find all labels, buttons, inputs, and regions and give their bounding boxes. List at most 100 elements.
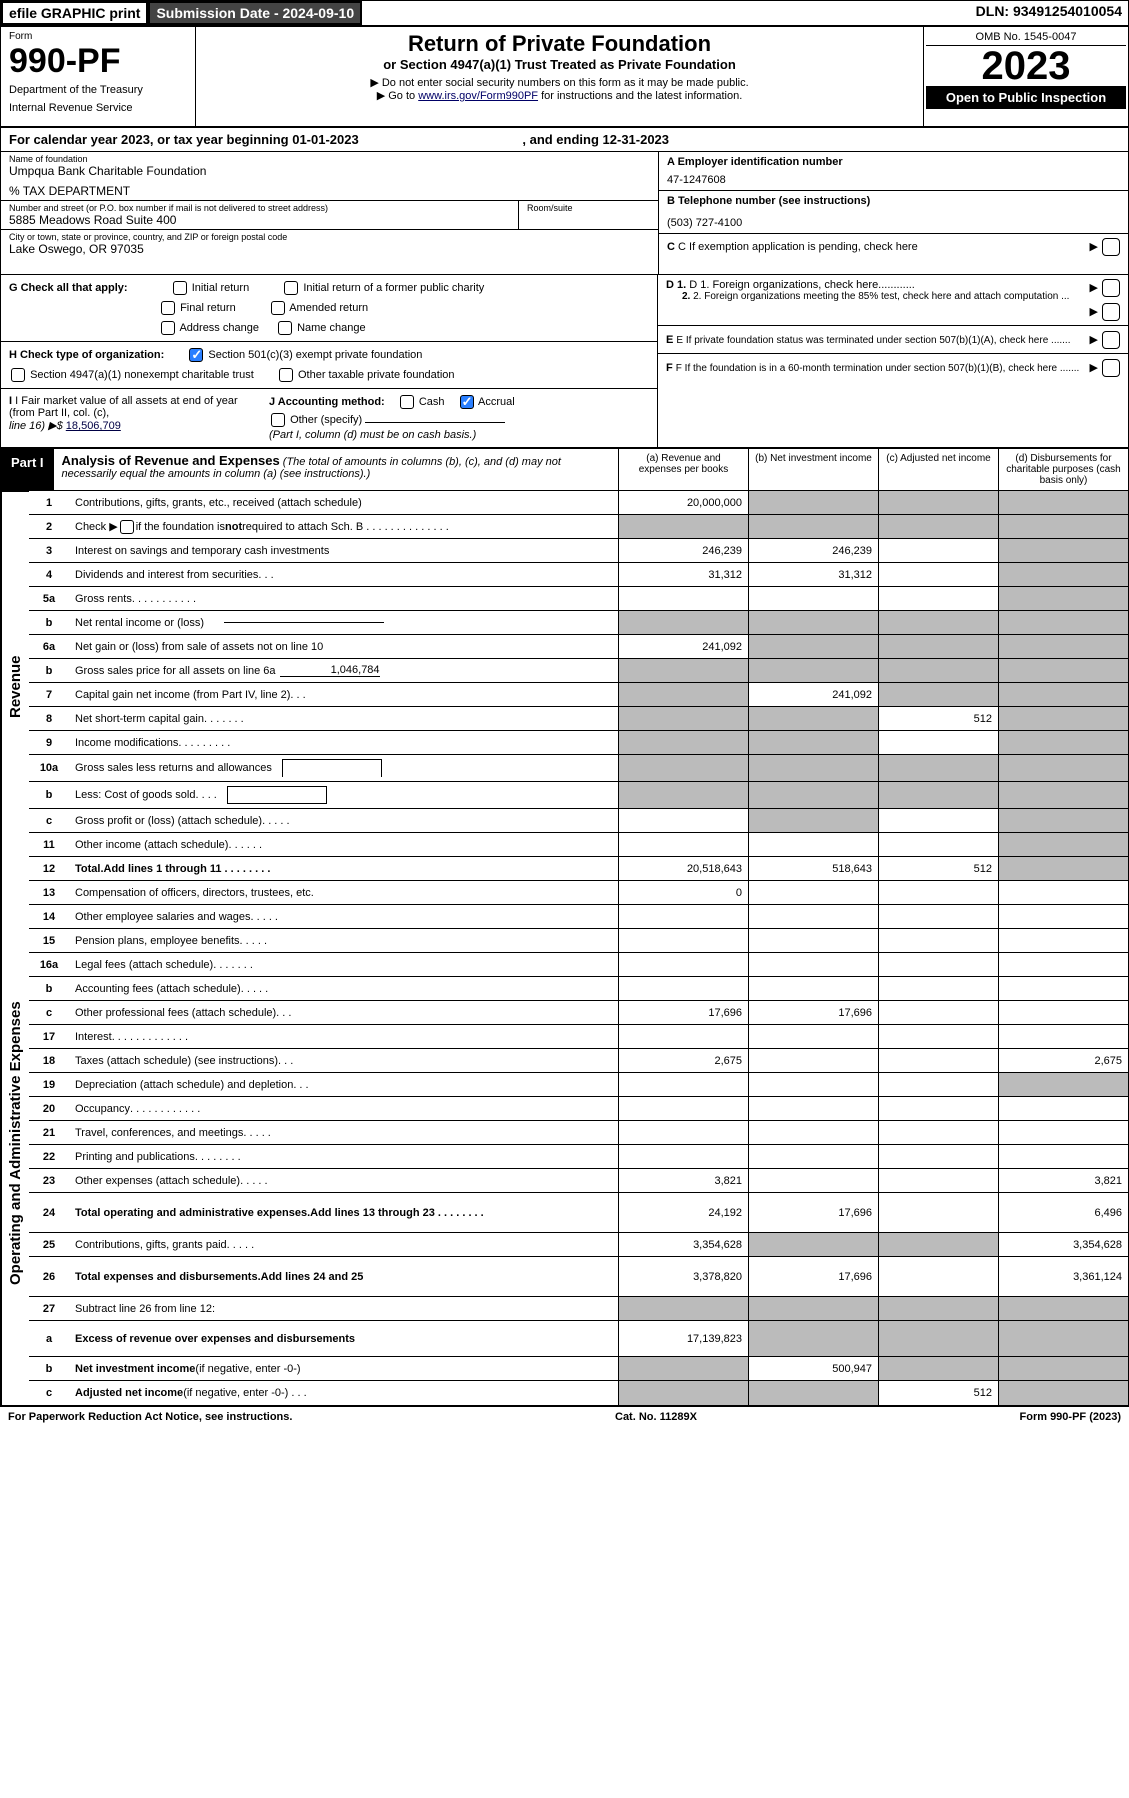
g-opt-final: Final return [180, 302, 236, 314]
g-opt-amended: Amended return [289, 302, 368, 314]
g-amended-checkbox[interactable] [271, 301, 285, 315]
form-url-link[interactable]: www.irs.gov/Form990PF [418, 90, 538, 102]
col-c-header: (c) Adjusted net income [878, 449, 998, 490]
form-subtitle: or Section 4947(a)(1) Trust Treated as P… [206, 57, 913, 72]
part1-header: Part I Analysis of Revenue and Expenses … [1, 447, 1128, 491]
g-opt-public: Initial return of a former public charit… [303, 282, 484, 294]
row-10a: 10aGross sales less returns and allowanc… [29, 755, 1128, 782]
entity-block: Name of foundation Umpqua Bank Charitabl… [1, 152, 1128, 275]
row-2: 2Check ▶ if the foundation is not requir… [29, 515, 1128, 539]
j-cash-checkbox[interactable] [400, 395, 414, 409]
h-4947-checkbox[interactable] [11, 368, 25, 382]
g-final-checkbox[interactable] [161, 301, 175, 315]
row-4: 4Dividends and interest from securities … [29, 563, 1128, 587]
g-opt-initial: Initial return [192, 282, 249, 294]
sch-b-checkbox[interactable] [120, 520, 134, 534]
j-note: (Part I, column (d) must be on cash basi… [269, 429, 649, 441]
f-checkbox[interactable] [1102, 359, 1120, 377]
row-21: 21Travel, conferences, and meetings . . … [29, 1121, 1128, 1145]
i-value[interactable]: 18,506,709 [66, 420, 121, 432]
row-8: 8Net short-term capital gain . . . . . .… [29, 707, 1128, 731]
i-line: line 16) ▶$ [9, 420, 66, 432]
city-label: City or town, state or province, country… [9, 232, 650, 242]
open-public-label: Open to Public Inspection [926, 86, 1126, 109]
calyear-end: , and ending 12-31-2023 [522, 132, 669, 147]
row-1: 1Contributions, gifts, grants, etc., rec… [29, 491, 1128, 515]
row-10b: bLess: Cost of goods sold . . . . [29, 782, 1128, 809]
g-section: G Check all that apply: Initial return I… [1, 275, 657, 342]
form-label: Form [9, 31, 187, 42]
g-opt-name: Name change [297, 322, 366, 334]
room-field: Room/suite [518, 201, 658, 230]
row-27c: cAdjusted net income (if negative, enter… [29, 1381, 1128, 1405]
h-other-checkbox[interactable] [279, 368, 293, 382]
footer-left: For Paperwork Reduction Act Notice, see … [8, 1411, 292, 1423]
d1-checkbox[interactable] [1102, 279, 1120, 297]
expenses-side-label: Operating and Administrative Expenses [1, 881, 29, 1405]
form-container: efile GRAPHIC print Submission Date - 20… [0, 0, 1129, 1406]
tax-year: 2023 [926, 46, 1126, 86]
row-9: 9Income modifications . . . . . . . . . [29, 731, 1128, 755]
revenue-side-label: Revenue [1, 491, 29, 881]
h-501c3-checkbox[interactable] [189, 348, 203, 362]
f-label: F If the foundation is in a 60-month ter… [676, 363, 1080, 374]
row-26: 26Total expenses and disbursements. Add … [29, 1257, 1128, 1297]
h-label: H Check type of organization: [9, 349, 164, 361]
6b-value: 1,046,784 [280, 664, 380, 677]
row-5b: bNet rental income or (loss) [29, 611, 1128, 635]
h-opt-other: Other taxable private foundation [298, 369, 455, 381]
j-accrual-checkbox[interactable] [460, 395, 474, 409]
row-12: 12Total. Add lines 1 through 11 . . . . … [29, 857, 1128, 881]
inst2-post: for instructions and the latest informat… [538, 90, 742, 102]
part1-label: Part I [1, 449, 54, 490]
submission-date: Submission Date - 2024-09-10 [148, 1, 362, 25]
col-d-header: (d) Disbursements for charitable purpose… [998, 449, 1128, 490]
form-number: 990-PF [9, 44, 187, 78]
footer-catno: Cat. No. 11289X [615, 1411, 697, 1423]
row-6b: bGross sales price for all assets on lin… [29, 659, 1128, 683]
part1-desc: Analysis of Revenue and Expenses (The to… [54, 449, 618, 490]
footer-row: For Paperwork Reduction Act Notice, see … [0, 1406, 1129, 1427]
line-c-field: C C If exemption application is pending,… [659, 234, 1128, 260]
row-23: 23Other expenses (attach schedule) . . .… [29, 1169, 1128, 1193]
j-label: J Accounting method: [269, 396, 385, 408]
ein-val: 47-1247608 [667, 174, 1120, 186]
inst2-pre: ▶ Go to [377, 90, 418, 102]
row-13: 13Compensation of officers, directors, t… [29, 881, 1128, 905]
e-section: E E If private foundation status was ter… [658, 326, 1128, 354]
e-label: E If private foundation status was termi… [676, 335, 1070, 346]
header-row: Form 990-PF Department of the Treasury I… [1, 27, 1128, 128]
row-7: 7Capital gain net income (from Part IV, … [29, 683, 1128, 707]
row-16c: cOther professional fees (attach schedul… [29, 1001, 1128, 1025]
row-19: 19Depreciation (attach schedule) and dep… [29, 1073, 1128, 1097]
ij-section: I I Fair market value of all assets at e… [1, 389, 657, 447]
expenses-section: Operating and Administrative Expenses 13… [1, 881, 1128, 1405]
d2-checkbox[interactable] [1102, 303, 1120, 321]
topbar: efile GRAPHIC print Submission Date - 20… [1, 1, 1128, 27]
g-name-checkbox[interactable] [278, 321, 292, 335]
dln-label: DLN: 93491254010054 [970, 1, 1128, 25]
e-checkbox[interactable] [1102, 331, 1120, 349]
d1-label: D 1. Foreign organizations, check here..… [689, 279, 915, 291]
row-16b: bAccounting fees (attach schedule) . . .… [29, 977, 1128, 1001]
row-16a: 16aLegal fees (attach schedule) . . . . … [29, 953, 1128, 977]
j-cash-lbl: Cash [419, 396, 445, 408]
row-3: 3Interest on savings and temporary cash … [29, 539, 1128, 563]
ein-label: A Employer identification number [667, 156, 843, 168]
row-14: 14Other employee salaries and wages . . … [29, 905, 1128, 929]
c-checkbox[interactable] [1102, 238, 1120, 256]
calyear-begin: For calendar year 2023, or tax year begi… [9, 132, 359, 147]
city-val: Lake Oswego, OR 97035 [9, 242, 650, 256]
h-opt-501c3: Section 501(c)(3) exempt private foundat… [208, 349, 422, 361]
j-accrual-lbl: Accrual [478, 396, 515, 408]
g-addr-checkbox[interactable] [161, 321, 175, 335]
row-5a: 5aGross rents . . . . . . . . . . . [29, 587, 1128, 611]
address-field: Number and street (or P.O. box number if… [1, 201, 518, 230]
g-initial-public-checkbox[interactable] [284, 281, 298, 295]
row-24: 24Total operating and administrative exp… [29, 1193, 1128, 1233]
j-other-checkbox[interactable] [271, 413, 285, 427]
dept-treasury: Department of the Treasury [9, 84, 187, 96]
row-15: 15Pension plans, employee benefits . . .… [29, 929, 1128, 953]
g-initial-checkbox[interactable] [173, 281, 187, 295]
row-6a: 6aNet gain or (loss) from sale of assets… [29, 635, 1128, 659]
